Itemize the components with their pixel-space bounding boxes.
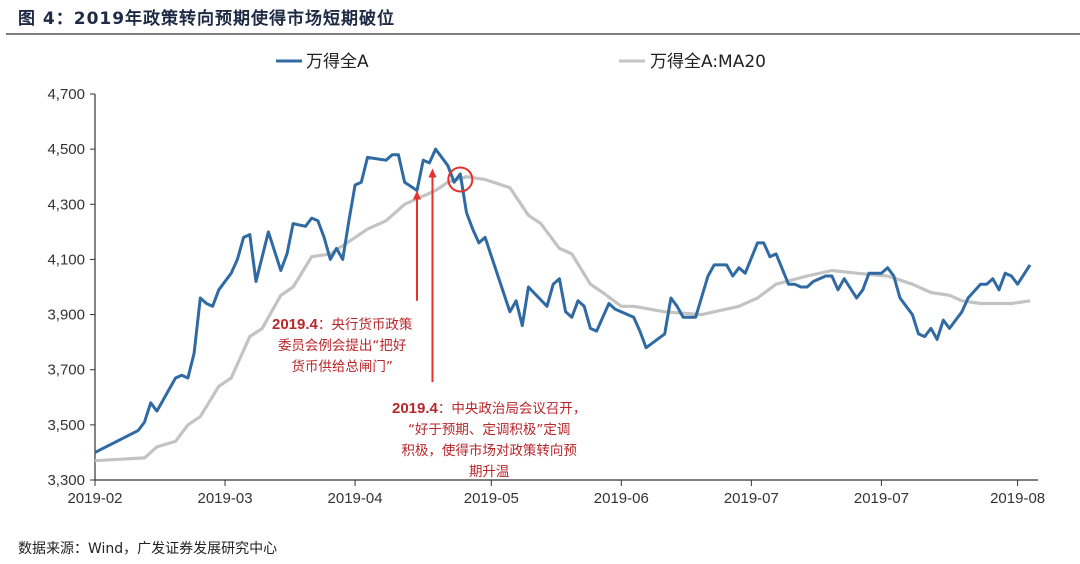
annotation-marks [412,166,474,383]
annotation-politburo-line2: “好于预期、定调积极”定调 [407,422,571,438]
annotation-arrowhead [412,190,421,200]
y-tick-label: 3,300 [47,472,85,489]
x-tick-label: 2019-05 [464,490,519,507]
figure-title: 图 4：2019年政策转向预期使得市场短期破位 [18,9,396,29]
y-tick-label: 4,700 [47,86,85,103]
legend-label-main: 万得全A [306,52,369,72]
annotation-politburo-line3: 积极，使得市场对政策转向预 [401,443,577,459]
annotation-pboc: 2019.4：央行货币政策 委员会例会提出“把好 货币供给总闸门” [272,314,412,378]
x-tick-label: 2019-08 [990,490,1045,507]
y-tick-label: 3,900 [47,307,85,324]
y-tick-label: 4,500 [47,141,85,158]
annotation-circle [447,166,474,193]
annotation-politburo-line1: ：中央政治局会议召开， [437,401,587,417]
annotation-pboc-date: 2019.4 [272,316,318,333]
x-tick-label: 2019-02 [67,490,122,507]
y-tick-label: 4,300 [47,196,85,213]
series-line-ma20 [94,175,1031,463]
legend: 万得全A 万得全A:MA20 [276,52,766,72]
source-note: 数据来源：Wind，广发证券发展研究中心 [18,541,278,557]
annotation-pboc-line1: ：央行货币政策 [317,317,413,333]
annotation-arrowhead [428,168,437,178]
x-tick-label: 2019-03 [198,490,253,507]
series-group [94,147,1032,463]
annotation-politburo-line4: 期升温 [468,464,510,480]
annotation-pboc-line3: 货币供给总闸门” [291,359,393,375]
x-tick-label: 2019-06 [594,490,649,507]
series-line-main [94,147,1032,454]
x-tick-label: 2019-04 [328,490,383,507]
axes: 3,300 3,500 3,700 3,900 4,100 4,300 4,500 4,700… [47,86,1045,507]
y-tick-label: 4,100 [47,251,85,268]
legend-label-ma20: 万得全A:MA20 [650,52,766,72]
annotation-pboc-line2: 委员会例会提出“把好 [277,338,407,354]
y-tick-label: 3,500 [47,417,85,434]
y-tick-label: 3,700 [47,362,85,379]
title-divider [6,33,1080,35]
x-tick-label: 2019-07 [724,490,779,507]
x-tick-label: 2019-07 [854,490,909,507]
annotation-politburo: 2019.4：中央政治局会议召开， “好于预期、定调积极”定调 积极，使得市场对… [392,398,586,483]
annotation-politburo-date: 2019.4 [392,400,438,417]
